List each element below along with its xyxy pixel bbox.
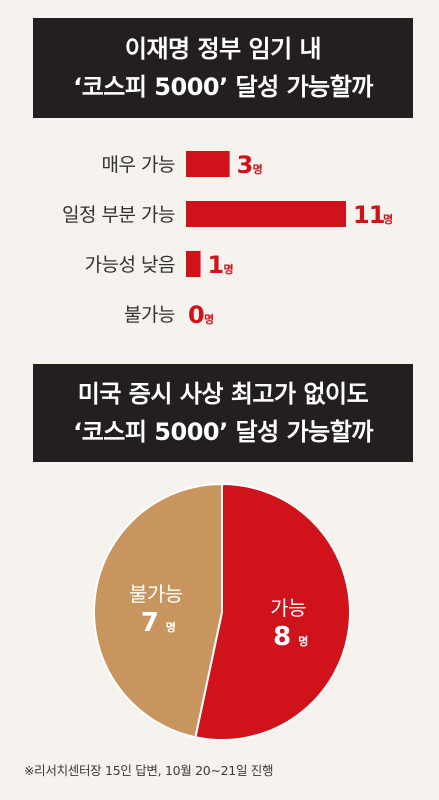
bar-chart-title-line2: ‘코스피 5000’ 달성 가능할까 — [73, 73, 373, 101]
bar-category-label: 일정 부분 가능 — [62, 204, 175, 226]
bar-category-label: 불가능 — [124, 304, 175, 326]
bar — [186, 151, 230, 177]
footnote: ※리서치센터장 15인 답변, 10월 20~21일 진행 — [24, 763, 274, 778]
bar-category-label: 매우 가능 — [102, 154, 175, 176]
pie-slice — [93, 482, 223, 739]
pie-value-unit: 명 — [298, 634, 308, 648]
pie-slice-label: 가능 — [270, 596, 306, 620]
bar-value-unit: 명 — [253, 162, 263, 176]
bar-value-unit: 명 — [204, 312, 214, 326]
bar-value-label: 3 — [237, 151, 253, 179]
bar-category-label: 가능성 낮음 — [85, 254, 175, 276]
bar-value-unit: 명 — [224, 262, 234, 276]
bar — [186, 251, 201, 277]
bar — [186, 201, 346, 227]
bar-value-label: 11 — [353, 201, 385, 229]
pie-slice — [194, 482, 351, 741]
pie-chart-title-line1: 미국 증시 사상 최고가 없이도 — [77, 380, 369, 408]
pie-slice-label: 불가능 — [129, 582, 183, 606]
pie-chart-title-line2: ‘코스피 5000’ 달성 가능할까 — [73, 418, 373, 446]
bar-chart-header: 이재명 정부 임기 내 ‘코스피 5000’ 달성 가능할까 — [33, 18, 413, 118]
pie-value-label: 8 — [273, 622, 291, 652]
pie-chart-header: 미국 증시 사상 최고가 없이도 ‘코스피 5000’ 달성 가능할까 — [33, 364, 413, 462]
bar-value-label: 0 — [188, 301, 204, 329]
pie-value-unit: 명 — [166, 620, 176, 634]
bar-value-label: 1 — [208, 251, 224, 279]
pie-value-label: 7 — [141, 608, 159, 638]
bar-value-unit: 명 — [383, 212, 393, 226]
bar-chart-title-line1: 이재명 정부 임기 내 — [124, 35, 322, 63]
